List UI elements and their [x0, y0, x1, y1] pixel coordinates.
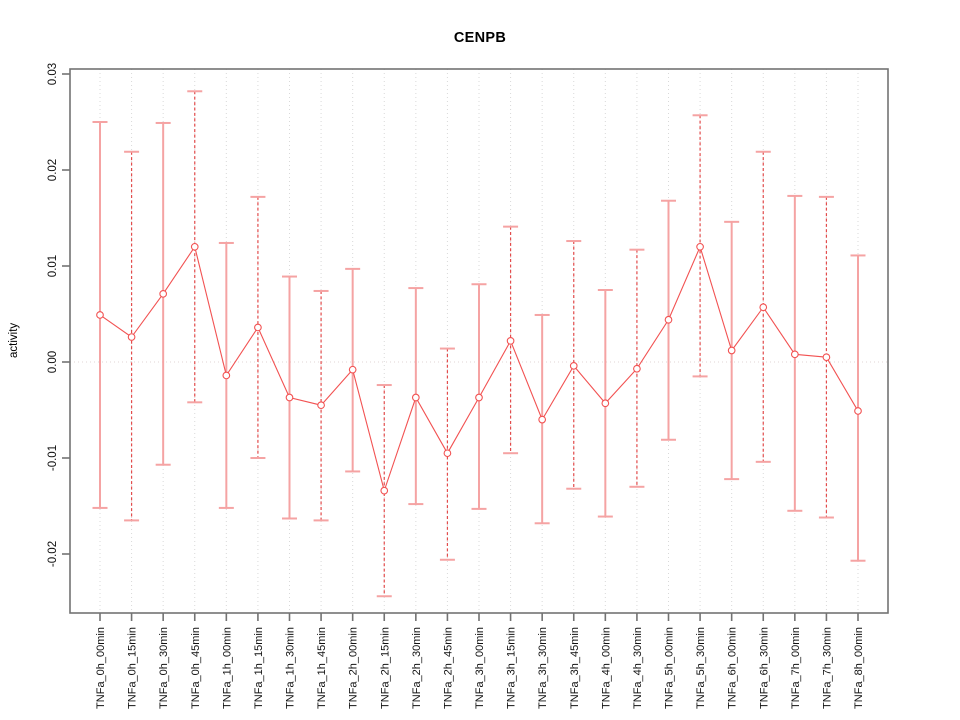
x-tick-label: TNFa_1h_30min [285, 627, 297, 709]
data-point-marker [696, 242, 704, 251]
data-point-marker [475, 393, 483, 402]
data-point-marker [569, 361, 578, 370]
x-tick-label: TNFa_3h_15min [506, 627, 518, 709]
x-tick-label: TNFa_1h_45min [316, 627, 328, 709]
y-tick-label: 0.03 [47, 63, 59, 85]
data-points [96, 242, 862, 495]
x-tick-label: TNFa_7h_30min [821, 627, 833, 709]
data-point-marker [633, 364, 641, 373]
chart-title: CENPB [453, 30, 507, 46]
x-tick-label: TNFa_6h_00min [727, 627, 739, 709]
data-point-marker [506, 337, 515, 345]
data-point-marker [759, 303, 768, 312]
y-tick-label: -0.02 [47, 541, 59, 567]
x-tick-label: TNFa_0h_15min [127, 627, 139, 709]
x-tick-label: TNFa_4h_30min [632, 627, 644, 709]
error-bars [92, 90, 866, 598]
x-tick-label: TNFa_5h_30min [695, 627, 707, 709]
x-tick-label: TNFa_3h_00min [474, 627, 486, 709]
x-tick-label: TNFa_6h_30min [758, 627, 770, 709]
data-point-marker [411, 393, 420, 402]
data-point-marker [285, 393, 294, 402]
y-axis: 0.03 0.02 0.01 0.00 -0.01 -0.02 [47, 63, 70, 567]
data-point-marker [159, 289, 168, 298]
x-tick-label: TNFa_3h_30min [537, 627, 549, 709]
data-point-marker [822, 353, 831, 362]
data-point-marker [317, 401, 325, 410]
x-tick-label: TNFa_2h_30min [411, 627, 423, 709]
x-axis: TNFa_0h_00min TNFa_0h_15min TNFa_0h_30min T… [95, 613, 865, 709]
x-tick-label: TNFa_2h_00min [348, 627, 360, 709]
x-tick-label: TNFa_0h_45min [190, 627, 202, 709]
y-tick-label: 0.00 [47, 351, 59, 373]
x-tick-label: TNFa_1h_15min [253, 627, 265, 709]
data-point-marker [443, 449, 452, 458]
x-tick-label: TNFa_2h_45min [442, 627, 454, 709]
y-tick-label: 0.01 [47, 255, 59, 277]
data-point-marker [727, 346, 736, 355]
data-point-marker [254, 323, 262, 332]
x-tick-label: TNFa_1h_00min [221, 627, 233, 709]
data-point-marker [538, 415, 547, 424]
x-tick-label: TNFa_8h_00min [853, 627, 865, 709]
data-point-marker [664, 315, 673, 324]
x-tick-label: TNFa_4h_00min [600, 627, 612, 709]
x-tick-label: TNFa_2h_15min [379, 627, 391, 709]
data-point-marker [790, 350, 799, 359]
data-point-marker [854, 407, 862, 415]
data-point-marker [96, 311, 104, 319]
x-tick-label: TNFa_3h_45min [569, 627, 581, 709]
data-point-marker [601, 399, 610, 408]
x-tick-label: TNFa_7h_00min [790, 627, 802, 709]
data-point-marker [348, 365, 357, 374]
data-point-marker [127, 333, 136, 341]
x-tick-label: TNFa_0h_00min [95, 627, 107, 709]
x-tick-label: TNFa_0h_30min [158, 627, 170, 709]
data-point-marker [222, 371, 231, 380]
y-tick-label: -0.01 [47, 445, 59, 471]
y-tick-label: 0.02 [47, 159, 59, 181]
x-tick-label: TNFa_5h_00min [664, 627, 676, 709]
data-point-marker [380, 486, 389, 495]
data-point-marker [190, 242, 199, 251]
